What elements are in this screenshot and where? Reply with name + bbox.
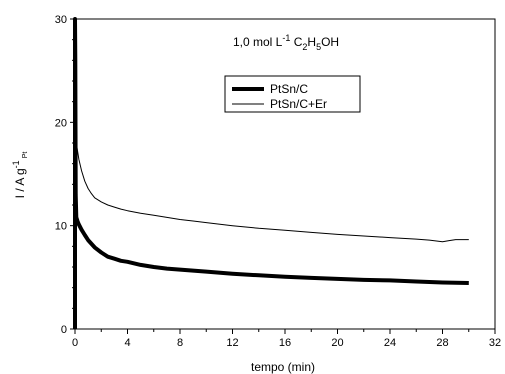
y-axis-label: I / A g-1Pt	[11, 152, 29, 199]
x-tick-label: 28	[436, 337, 448, 349]
axis-ticks: 0 4 8 12 16 20 24 28 32 0 10 20 30	[55, 14, 501, 349]
legend-label-ptsn-c-er: PtSn/C+Er	[270, 97, 327, 111]
x-tick-label: 4	[124, 337, 130, 349]
legend-label-ptsn-c: PtSn/C	[270, 82, 308, 96]
x-tick-label: 32	[489, 337, 501, 349]
x-tick-label: 20	[331, 337, 343, 349]
legend: PtSn/C PtSn/C+Er	[224, 75, 361, 113]
x-tick-label: 0	[72, 337, 78, 349]
series-line-ptsn-c-er	[75, 137, 469, 243]
series-line-ptsn-c	[73, 17, 469, 329]
x-tick-label: 8	[177, 337, 183, 349]
y-tick-label: 0	[61, 324, 67, 336]
y-tick-label: 20	[55, 117, 67, 129]
series-layer	[73, 17, 469, 329]
y-tick-label: 10	[55, 221, 67, 233]
plot-frame	[74, 18, 496, 330]
x-tick-label: 12	[226, 337, 238, 349]
x-tick-label: 24	[384, 337, 396, 349]
x-axis-label: tempo (min)	[251, 360, 315, 374]
concentration-annotation: 1,0 mol L-1 C2H5OH	[233, 33, 339, 52]
legend-box	[224, 75, 361, 113]
x-tick-label: 16	[279, 337, 291, 349]
y-tick-label: 30	[55, 14, 67, 26]
